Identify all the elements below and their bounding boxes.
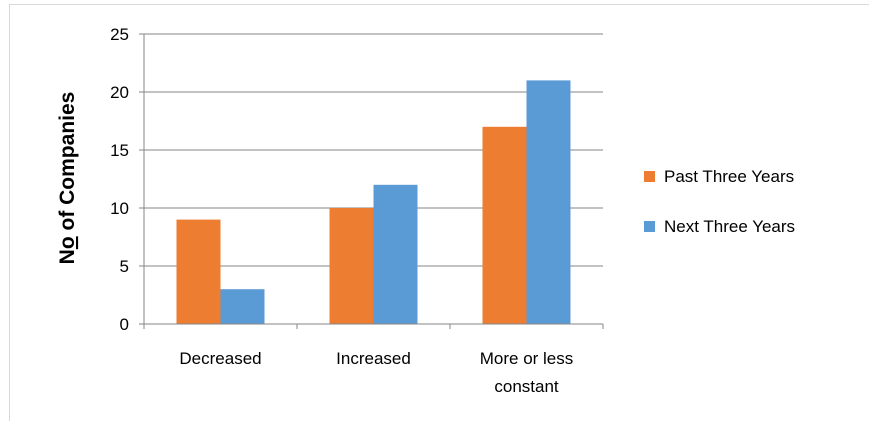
legend-label: Next Three Years xyxy=(664,217,795,236)
axes xyxy=(139,33,604,329)
y-tick-label: 20 xyxy=(110,83,129,102)
bar-past-0 xyxy=(176,219,221,324)
legend-swatch xyxy=(644,171,655,182)
bar-next-0 xyxy=(220,289,265,324)
bar-next-1 xyxy=(373,184,418,324)
bar-past-2 xyxy=(482,126,527,324)
x-tick-labels: Decreased Increased More or less constant xyxy=(179,349,573,396)
y-tick-label: 15 xyxy=(110,141,129,160)
bars xyxy=(176,80,571,325)
x-tick-label: More or less constant xyxy=(480,349,574,396)
y-tick-labels: 0 5 10 15 20 25 xyxy=(110,25,129,334)
y-axis-title: No of Companies xyxy=(56,92,79,265)
chart-frame xyxy=(9,4,869,421)
x-tick-label: Increased xyxy=(336,349,411,368)
legend-swatch xyxy=(644,221,655,232)
y-tick-label: 5 xyxy=(120,257,129,276)
x-tick-label: Decreased xyxy=(179,349,261,368)
legend: Past Three Years Next Three Years xyxy=(644,167,795,236)
bar-past-1 xyxy=(329,208,374,324)
y-tick-label: 10 xyxy=(110,199,129,218)
y-tick-label: 25 xyxy=(110,25,129,44)
legend-label: Past Three Years xyxy=(664,167,794,186)
y-tick-label: 0 xyxy=(120,315,129,334)
bar-next-2 xyxy=(526,80,571,325)
